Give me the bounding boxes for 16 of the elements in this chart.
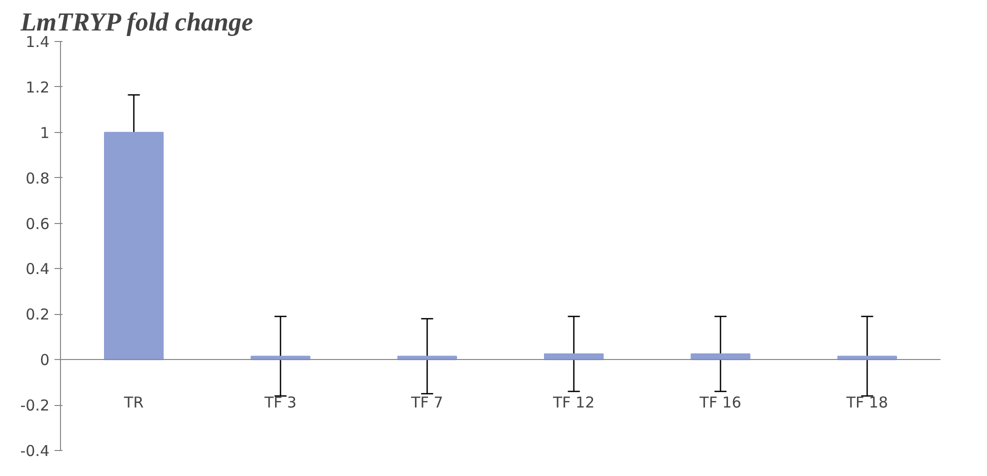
y-tick-label: -0.4	[20, 442, 50, 460]
y-tick-label: 1	[40, 124, 50, 142]
x-tick-label: TR	[123, 394, 144, 412]
y-tick-label: -0.2	[20, 396, 50, 415]
y-tick-label: 0.2	[26, 306, 50, 324]
y-tick-label: 0.6	[26, 214, 50, 233]
bar	[104, 132, 164, 360]
x-tick-label: TF 16	[698, 394, 742, 412]
y-tick-label: 0.4	[26, 260, 50, 278]
y-tick-label: 1.2	[26, 78, 50, 96]
y-tick-label: 0.8	[26, 169, 50, 188]
y-tick-label: 0	[40, 351, 50, 370]
x-tick-label: TF 7	[410, 394, 444, 412]
x-tick-label: TF 12	[552, 394, 595, 412]
x-tick-label: TF 3	[263, 394, 297, 412]
x-tick-label: TF 18	[845, 394, 888, 412]
